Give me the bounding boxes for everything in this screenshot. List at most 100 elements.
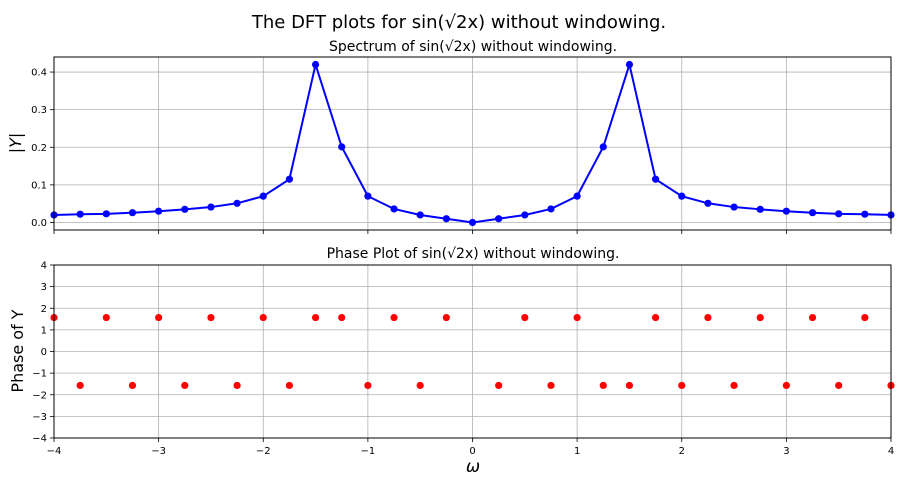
spectrum-data-point [442,215,450,223]
phase-data-point [390,313,398,322]
spectrum-data-point [285,175,294,183]
spectrum-data-point [599,143,607,151]
phase-data-point [338,313,346,322]
phase-xtick-label: −2 [256,446,271,457]
phase-xlabel: ω [466,457,480,477]
spectrum-data-point [808,209,817,217]
spectrum-data-point [547,205,555,213]
phase-data-point [625,381,634,390]
phase-xtick-label: 4 [888,446,894,457]
phase-ticks: −4 −3 −2 −1 0 1 2 3 4 −4 −3 −2 −1 0 1 2 3 4 [32,261,894,458]
phase-data-point [416,381,424,390]
phase-data-point [495,381,503,390]
spectrum-panel: Spectrum of sin(√2x) without windowing. … [6,39,895,234]
phase-data-point [573,313,581,322]
spectrum-data-point [233,199,241,207]
spectrum-data-point [390,205,398,213]
spectrum-data-point [416,211,424,219]
phase-ytick-label: 0 [41,347,47,358]
phase-data-point [730,381,738,390]
figure-title: The DFT plots for sin(√2x) without windo… [251,12,666,33]
spectrum-data-point [651,175,660,183]
spectrum-grid [53,57,892,230]
phase-data-point [128,381,137,390]
phase-xtick-label: 0 [469,446,475,457]
phase-data-point [181,381,189,390]
phase-panel: Phase Plot of sin(√2x) without windowing… [8,246,895,477]
phase-data-point [285,381,294,390]
phase-ytick-label: 1 [41,325,47,336]
spectrum-data-point [311,60,320,69]
spectrum-data-point [155,207,163,215]
phase-data-point [808,313,817,322]
spectrum-data-point [364,192,372,200]
spectrum-data-point [573,192,581,200]
phase-ytick-label: −1 [32,369,47,380]
phase-data-point [155,313,163,322]
spectrum-data-point [625,60,634,69]
phase-data-point [442,313,450,322]
phase-axes-frame [53,264,892,439]
spectrum-data-point [835,210,843,218]
phase-data-point [311,313,320,322]
phase-ytick-label: 4 [41,261,47,272]
spectrum-ytick-label: 0.3 [31,105,47,116]
phase-data-point [233,381,241,390]
spectrum-title: Spectrum of sin(√2x) without windowing. [329,39,617,55]
spectrum-data-point [704,199,712,207]
phase-xtick-label: −3 [151,446,166,457]
phase-ytick-label: −4 [32,434,47,445]
phase-data-point [651,313,660,322]
phase-xtick-label: −1 [361,446,376,457]
spectrum-ytick-label: 0.2 [31,143,47,154]
phase-data-point [102,313,110,322]
spectrum-data-point [128,209,137,217]
spectrum-ytick-label: 0.0 [31,218,47,229]
spectrum-data-point [730,203,738,211]
phase-ytick-label: 3 [41,282,47,293]
phase-grid [53,264,892,439]
phase-data-point [704,313,712,322]
spectrum-data-point [468,218,477,227]
spectrum-data-point [861,210,869,218]
spectrum-data-point [181,205,189,213]
phase-data-point [599,381,607,390]
spectrum-marks [50,60,895,227]
phase-data-point [678,381,686,390]
spectrum-ytick-label: 0.4 [31,68,47,79]
phase-xtick-label: 1 [574,446,580,457]
spectrum-data-point [207,203,215,211]
phase-data-point [547,381,555,390]
spectrum-data-point [521,211,529,219]
phase-data-point [259,313,267,322]
phase-title: Phase Plot of sin(√2x) without windowing… [327,246,620,262]
phase-xtick-label: −4 [47,446,62,457]
phase-ylabel: Phase of Y [8,309,27,392]
spectrum-data-point [338,143,346,151]
phase-xtick-label: 2 [679,446,685,457]
spectrum-ticks: 0.0 0.1 0.2 0.3 0.4 [31,68,892,234]
phase-data-point [782,381,790,390]
phase-data-point [835,381,843,390]
phase-data-point [364,381,372,390]
spectrum-data-point [76,210,84,218]
spectrum-data-point [259,192,267,200]
phase-xtick-label: 3 [783,446,789,457]
phase-data-point [861,313,869,322]
phase-ytick-label: −2 [32,390,47,401]
spectrum-data-point [782,207,790,215]
phase-data-point [521,313,529,322]
spectrum-data-point [756,205,764,213]
spectrum-axes-frame [53,56,892,231]
spectrum-ytick-label: 0.1 [31,180,47,191]
phase-data-point [207,313,215,322]
spectrum-data-point [678,192,686,200]
spectrum-data-point [495,215,503,223]
phase-ytick-label: 2 [41,304,47,315]
phase-ytick-label: −3 [32,412,47,423]
spectrum-data-point [102,210,110,218]
spectrum-ylabel: |Y| [6,133,25,154]
phase-data-point [756,313,764,322]
phase-data-point [76,381,84,390]
